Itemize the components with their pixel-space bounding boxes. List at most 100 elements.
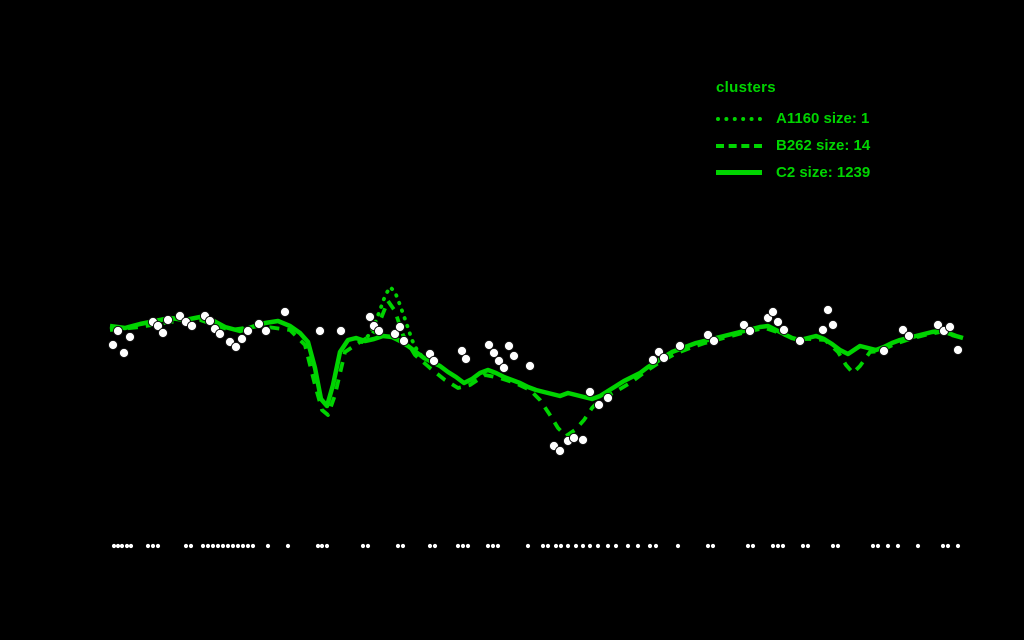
scatter-point (260, 325, 272, 337)
rug-dot (940, 543, 946, 549)
scatter-point (483, 339, 495, 351)
rug-dot (830, 543, 836, 549)
rug-dot (635, 543, 641, 549)
scatter-point (498, 362, 510, 374)
rug-dot (210, 543, 216, 549)
scatter-point (398, 335, 410, 347)
rug-dot (955, 543, 961, 549)
rug-dot (200, 543, 206, 549)
scatter-point (822, 304, 834, 316)
scatter-point (174, 310, 186, 322)
rug-dot (188, 543, 194, 549)
scatter-point (647, 354, 659, 366)
rug-dot (580, 543, 586, 549)
scatter-point (674, 340, 686, 352)
rug-dot (119, 543, 125, 549)
scatter-point (503, 340, 515, 352)
rug-dot (605, 543, 611, 549)
scatter-point (335, 325, 347, 337)
rug-dot (750, 543, 756, 549)
scatter-point (744, 325, 756, 337)
rug-dot (780, 543, 786, 549)
scatter-point (878, 345, 890, 357)
rug-dot (710, 543, 716, 549)
scatter-point (952, 344, 964, 356)
scatter-point (738, 319, 750, 331)
rug-dot (885, 543, 891, 549)
scatter-point (242, 325, 254, 337)
scatter-point (944, 321, 956, 333)
rug-dot (400, 543, 406, 549)
rug-dot (427, 543, 433, 549)
rug-dot (490, 543, 496, 549)
rug-dot (115, 543, 121, 549)
solid-line-icon (716, 170, 762, 175)
scatter-point (524, 360, 536, 372)
scatter-point (554, 445, 566, 457)
scatter-point (236, 333, 248, 345)
scatter-point (593, 399, 605, 411)
rug-dot (775, 543, 781, 549)
scatter-point (364, 311, 376, 323)
rug-dot (915, 543, 921, 549)
rug-dot (587, 543, 593, 549)
scatter-point (772, 316, 784, 328)
rug-dot (770, 543, 776, 549)
scatter-point (389, 328, 401, 340)
rug-dot (360, 543, 366, 549)
scatter-point (658, 352, 670, 364)
scatter-point (214, 328, 226, 340)
rug-dot (240, 543, 246, 549)
scatter-point (903, 330, 915, 342)
scatter-point (767, 306, 779, 318)
scatter-point (314, 325, 326, 337)
rug-dot (565, 543, 571, 549)
rug-dot (525, 543, 531, 549)
legend-label: C2 size: 1239 (776, 164, 871, 181)
rug-dot (183, 543, 189, 549)
scatter-point (508, 350, 520, 362)
rug-dot (705, 543, 711, 549)
rug-dot (595, 543, 601, 549)
series-line-dashed (109, 299, 956, 438)
rug-dot (455, 543, 461, 549)
scatter-point (897, 324, 909, 336)
rug-dot (225, 543, 231, 549)
scatter-point (708, 335, 720, 347)
scatter-point (817, 324, 829, 336)
scatter-point (577, 434, 589, 446)
rug-dot (875, 543, 881, 549)
scatter-point (204, 315, 216, 327)
rug-dot (245, 543, 251, 549)
rug-dot (128, 543, 134, 549)
scatter-point (702, 329, 714, 341)
scatter-point (602, 392, 614, 404)
scatter-point (394, 321, 406, 333)
scatter-point (124, 331, 136, 343)
scatter-point (932, 319, 944, 331)
scatter-point (107, 339, 119, 351)
scatter-point (568, 432, 580, 444)
rug-dot (465, 543, 471, 549)
rug-dot (265, 543, 271, 549)
rug-dot (205, 543, 211, 549)
rug-dot (365, 543, 371, 549)
scatter-point (157, 327, 169, 339)
rug-dot (625, 543, 631, 549)
rug-dot (540, 543, 546, 549)
scatter-point (373, 325, 385, 337)
scatter-point (488, 347, 500, 359)
rug-dot (485, 543, 491, 549)
scatter-point (230, 341, 242, 353)
rug-dot (895, 543, 901, 549)
scatter-point (584, 386, 596, 398)
rug-dot (805, 543, 811, 549)
rug-dot (460, 543, 466, 549)
rug-dot (155, 543, 161, 549)
scatter-point (827, 319, 839, 331)
scatter-point (112, 325, 124, 337)
rug-dot (145, 543, 151, 549)
scatter-point (778, 324, 790, 336)
scatter-point (428, 355, 440, 367)
